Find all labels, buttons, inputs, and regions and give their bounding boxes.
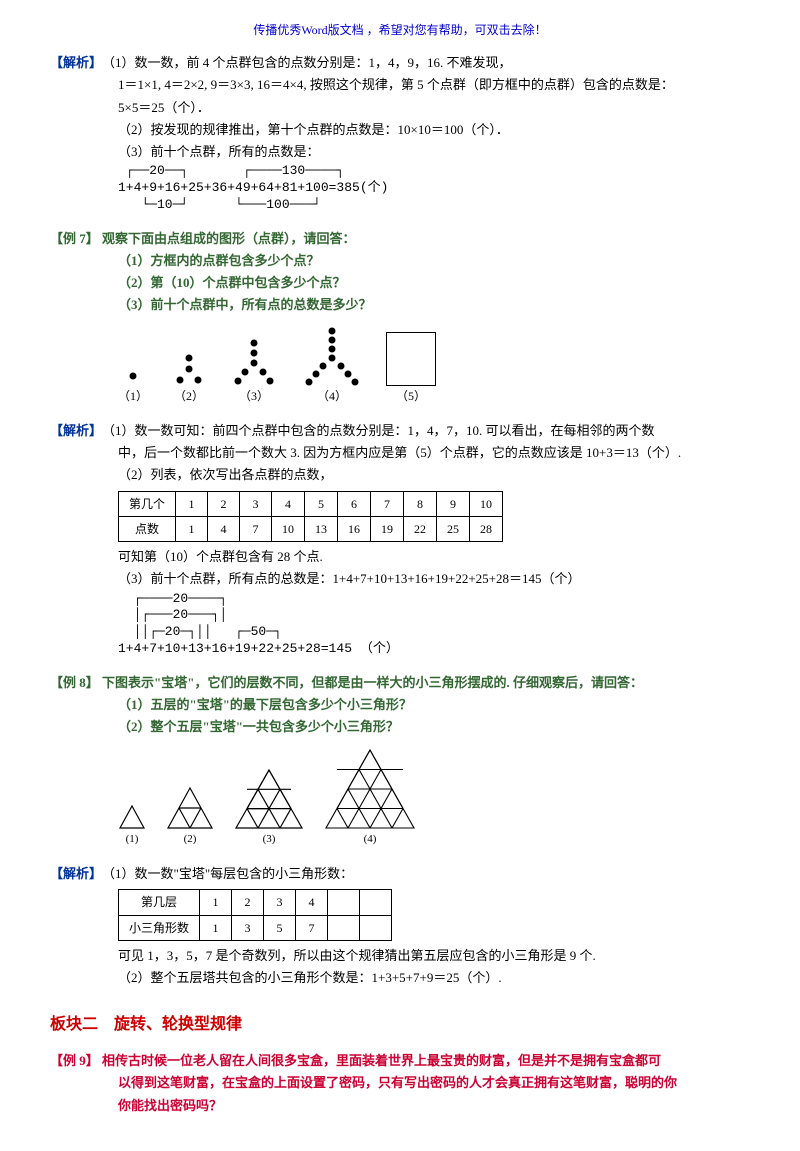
table-cell: 25 xyxy=(437,516,470,541)
text: （3）前十个点群，所有的点数是： xyxy=(50,141,750,163)
text: （1）数一数可知：前四个点群中包含的点数分别是：1，4，7，10. 可以看出，在… xyxy=(102,423,655,438)
text: （2）按发现的规律推出，第十个点群的点数是：10×10＝100（个）． xyxy=(50,119,750,141)
table-cell: 19 xyxy=(371,516,404,541)
text: 中，后一个数都比前一个数大 3. 因为方框内应是第（5）个点群，它的点数应该是 … xyxy=(50,442,750,464)
table-cell xyxy=(360,915,392,940)
table-cell xyxy=(360,890,392,915)
table-cell: 28 xyxy=(470,516,503,541)
ex7-solution: 【解析】（1）数一数可知：前四个点群中包含的点数分别是：1，4，7，10. 可以… xyxy=(50,420,750,658)
ex9: 【例 9】 相传古时候一位老人留在人间很多宝盒，里面装着世界上最宝贵的财富，但是… xyxy=(50,1050,750,1116)
dot-fig-1: （1） xyxy=(118,326,148,406)
table-cell: 1 xyxy=(176,516,208,541)
ex7-table: 第几个12345678910 点数14710131619222528 xyxy=(118,491,503,543)
table-cell: 9 xyxy=(437,491,470,516)
formula-diagram: ┌────20────┐ │┌───20───┐│ ││┌─20─┐││ ┌─5… xyxy=(118,591,750,659)
table-cell: 7 xyxy=(371,491,404,516)
header-note: 传播优秀Word版文档 ，希望对您有帮助，可双击去除！ xyxy=(50,20,750,40)
table-cell: 7 xyxy=(240,516,272,541)
text: 可知第（10）个点群包含有 28 个点. xyxy=(50,546,750,568)
dot-fig-4: （4） xyxy=(302,326,362,406)
table-cell: 13 xyxy=(305,516,338,541)
table-cell: 2 xyxy=(208,491,240,516)
text: 5×5＝25（个）． xyxy=(50,97,750,119)
table-cell: 2 xyxy=(232,890,264,915)
table-cell: 5 xyxy=(305,491,338,516)
text: （1）数一数"宝塔"每层包含的小三角形数： xyxy=(102,866,353,881)
table-cell: 小三角形数 xyxy=(119,915,200,940)
question: （2）第（10）个点群中包含多少个点？ xyxy=(50,272,750,294)
text: 1＝1×1, 4＝2×2, 9＝3×3, 16＝4×4, 按照这个规律，第 5 … xyxy=(50,74,750,96)
solution-tag: 【解析】 xyxy=(50,420,102,442)
ex8-table: 第几层1234 小三角形数1357 xyxy=(118,889,392,941)
table-cell: 1 xyxy=(200,890,232,915)
example-tag: 【例 7】 xyxy=(50,228,99,250)
dot-figures: （1） （2） （3） （4） xyxy=(118,326,750,406)
table-cell: 7 xyxy=(296,915,328,940)
question: 你能找出密码吗？ xyxy=(50,1095,750,1117)
example-tag: 【例 8】 xyxy=(50,672,99,694)
table-cell xyxy=(328,915,360,940)
ex7: 【例 7】 观察下面由点组成的图形（点群），请回答： （1）方框内的点群包含多少… xyxy=(50,228,750,407)
dot-fig-3: （3） xyxy=(230,326,278,406)
pagoda-4: (4) xyxy=(324,748,416,849)
pagoda-1: (1) xyxy=(118,804,146,849)
table-cell: 4 xyxy=(272,491,305,516)
table-cell: 第几个 xyxy=(119,491,176,516)
question: 以得到这笔财富，在宝盒的上面设置了密码，只有写出密码的人才会真正拥有这笔财富，聪… xyxy=(50,1072,750,1094)
question: 下图表示"宝塔"，它们的层数不同，但都是由一样大的小三角形摆成的. 仔细观察后，… xyxy=(102,672,643,694)
pagoda-3: (3) xyxy=(234,768,304,849)
table-cell: 16 xyxy=(338,516,371,541)
ex8: 【例 8】 下图表示"宝塔"，它们的层数不同，但都是由一样大的小三角形摆成的. … xyxy=(50,672,750,849)
formula-diagram: ┌──20──┐ ┌────130────┐ 1+4+9+16+25+36+49… xyxy=(118,163,750,214)
question: （2）整个五层"宝塔"一共包含多少个小三角形？ xyxy=(50,716,750,738)
question: （3）前十个点群中，所有点的总数是多少？ xyxy=(50,294,750,316)
table-cell: 3 xyxy=(240,491,272,516)
table-cell: 第几层 xyxy=(119,890,200,915)
question: （1）五层的"宝塔"的最下层包含多少个小三角形？ xyxy=(50,694,750,716)
question: 观察下面由点组成的图形（点群），请回答： xyxy=(102,228,356,250)
table-cell: 3 xyxy=(264,890,296,915)
text: （2）整个五层塔共包含的小三角形个数是：1+3+5+7+9＝25（个）. xyxy=(50,967,750,989)
table-cell: 6 xyxy=(338,491,371,516)
example-tag: 【例 9】 xyxy=(50,1050,99,1072)
table-cell: 1 xyxy=(176,491,208,516)
table-cell: 8 xyxy=(404,491,437,516)
table-cell: 3 xyxy=(232,915,264,940)
ex6-solution: 【解析】（1）数一数，前 4 个点群包含的点数分别是：1，4，9，16. 不难发… xyxy=(50,52,750,213)
triangle-figures: (1) (2) (3) xyxy=(118,748,750,849)
question: （1）方框内的点群包含多少个点？ xyxy=(50,250,750,272)
text: （1）数一数，前 4 个点群包含的点数分别是：1，4，9，16. 不难发现， xyxy=(102,55,512,70)
section-title: 板块二 旋转、轮换型规律 xyxy=(50,1011,750,1038)
table-cell: 4 xyxy=(208,516,240,541)
dot-fig-2: （2） xyxy=(172,326,206,406)
table-cell: 5 xyxy=(264,915,296,940)
table-cell: 点数 xyxy=(119,516,176,541)
text: （3）前十个点群，所有点的总数是：1+4+7+10+13+16+19+22+25… xyxy=(50,568,750,590)
table-cell xyxy=(328,890,360,915)
dot-fig-5: （5） xyxy=(386,326,436,406)
table-cell: 10 xyxy=(272,516,305,541)
solution-tag: 【解析】 xyxy=(50,52,102,74)
ex8-solution: 【解析】（1）数一数"宝塔"每层包含的小三角形数： 第几层1234 小三角形数1… xyxy=(50,863,750,989)
pagoda-2: (2) xyxy=(166,786,214,849)
table-cell: 10 xyxy=(470,491,503,516)
table-cell: 1 xyxy=(200,915,232,940)
text: 可见 1，3，5，7 是个奇数列，所以由这个规律猜出第五层应包含的小三角形是 9… xyxy=(50,945,750,967)
table-cell: 4 xyxy=(296,890,328,915)
text: （2）列表，依次写出各点群的点数， xyxy=(50,464,750,486)
table-cell: 22 xyxy=(404,516,437,541)
empty-box xyxy=(386,332,436,386)
question: 相传古时候一位老人留在人间很多宝盒，里面装着世界上最宝贵的财富，但是并不是拥有宝… xyxy=(102,1050,661,1072)
solution-tag: 【解析】 xyxy=(50,863,102,885)
